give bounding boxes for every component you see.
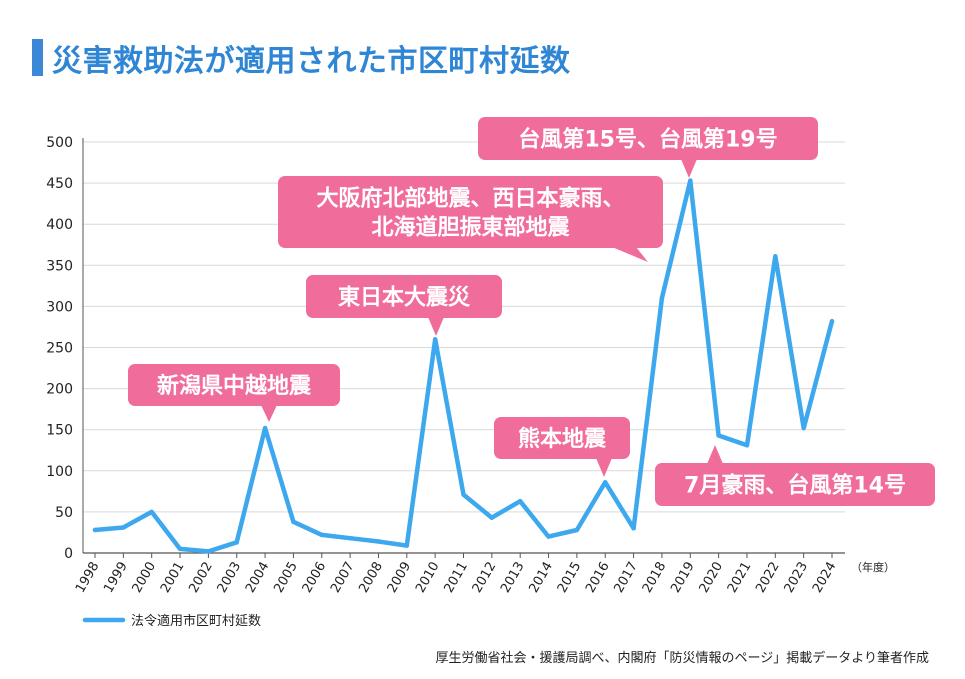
data-point — [461, 492, 466, 497]
x-tick-label: 2014 — [526, 560, 556, 596]
x-tick-label: 2006 — [300, 560, 330, 596]
callout-pointer — [428, 317, 444, 336]
y-tick-label: 250 — [46, 341, 73, 357]
callout-2016: 熊本地震 — [494, 417, 630, 477]
x-tick-label: 2004 — [243, 560, 273, 596]
callout-2018: 大阪府北部地震、西日本豪雨、北海道胆振東部地震 — [278, 176, 663, 262]
callout-text: 北海道胆振東部地震 — [371, 215, 570, 241]
source-note: 厚生労働省社会・援護局調べ、内閣府「防災情報のページ」掲載データより筆者作成 — [435, 651, 929, 666]
y-tick-label: 50 — [55, 505, 73, 521]
callout-box — [494, 417, 630, 459]
callout-text: 東日本大震災 — [338, 286, 471, 311]
data-point — [92, 527, 98, 533]
x-tick-label: 2021 — [725, 560, 755, 596]
data-point — [744, 443, 750, 448]
x-tick-label: 2008 — [356, 560, 386, 596]
callout-pointer — [681, 159, 697, 178]
callout-pointer — [707, 445, 723, 464]
data-point — [688, 178, 693, 183]
data-point — [121, 525, 126, 530]
x-tick-label: 2000 — [130, 560, 160, 596]
callout-2004: 新潟県中越地震 — [128, 364, 340, 422]
data-point — [206, 549, 211, 554]
y-tick-label: 400 — [46, 217, 73, 233]
data-point — [716, 433, 721, 438]
x-tick-label: 2011 — [441, 560, 471, 596]
data-point — [631, 526, 636, 531]
x-tick-label: 2022 — [753, 560, 783, 596]
x-axis-unit: （年度） — [851, 560, 895, 574]
x-tick-label: 2017 — [612, 560, 642, 596]
y-tick-label: 100 — [46, 464, 73, 480]
data-point — [546, 534, 551, 539]
y-tick-label: 350 — [46, 258, 73, 274]
x-tick-label: 2015 — [555, 560, 585, 596]
y-tick-label: 150 — [46, 423, 73, 439]
x-tick-label: 2012 — [470, 560, 500, 596]
data-point — [659, 295, 665, 301]
x-tick-label: 2019 — [668, 560, 698, 596]
data-point — [603, 480, 608, 485]
callout-box — [278, 176, 663, 248]
data-point — [432, 337, 438, 342]
data-point — [177, 546, 183, 552]
x-tick-label: 2020 — [697, 560, 727, 596]
callout-text: 大阪府北部地震、西日本豪雨、 — [316, 186, 624, 212]
data-point — [234, 540, 239, 545]
data-point — [829, 318, 835, 324]
legend-label: 法令適用市区町村延数 — [131, 613, 261, 629]
x-tick-label: 2016 — [583, 560, 613, 596]
x-tick-label: 2002 — [186, 560, 216, 596]
data-point — [489, 515, 495, 520]
data-point — [376, 539, 381, 544]
data-point — [149, 509, 154, 515]
callout-2010: 東日本大震災 — [306, 275, 502, 336]
y-tick-label: 0 — [64, 546, 73, 562]
callout-pointer — [612, 247, 648, 262]
data-point — [262, 425, 268, 431]
callout-box — [306, 275, 502, 318]
x-tick-label: 2001 — [158, 560, 188, 596]
data-point — [517, 499, 523, 504]
callout-pointer — [596, 458, 612, 477]
callout-text: 熊本地震 — [518, 426, 607, 452]
data-point — [574, 527, 580, 533]
x-tick-label: 2005 — [271, 560, 301, 596]
callout-2019: 台風第15号、台風第19号 — [478, 117, 818, 178]
data-point — [347, 536, 353, 541]
x-tick-label: 1998 — [73, 560, 103, 596]
x-tick-label: 2010 — [413, 560, 443, 596]
x-tick-label: 1999 — [101, 560, 131, 596]
callout-pointer — [261, 405, 277, 422]
data-point — [404, 543, 410, 548]
callout-box — [655, 463, 935, 506]
title-accent-bar — [32, 39, 43, 76]
callout-2020: 7月豪雨、台風第14号 — [655, 445, 935, 506]
x-tick-label: 2003 — [215, 560, 245, 596]
callout-text: 7月豪雨、台風第14号 — [684, 473, 906, 499]
y-tick-label: 200 — [46, 382, 73, 398]
y-tick-label: 300 — [46, 299, 73, 315]
x-tick-label: 2023 — [782, 560, 812, 596]
data-point — [291, 519, 296, 524]
x-tick-label: 2024 — [810, 560, 840, 596]
callout-text: 台風第15号、台風第19号 — [518, 127, 777, 153]
x-tick-label: 2018 — [640, 560, 670, 596]
chart-title: 災害救助法が適用された市区町村延数 — [52, 44, 571, 79]
data-point — [319, 532, 324, 538]
callout-box — [478, 117, 818, 160]
callout-box — [128, 364, 340, 406]
y-tick-label: 500 — [46, 135, 73, 151]
x-tick-label: 2007 — [328, 560, 358, 596]
data-point — [773, 254, 778, 259]
x-tick-label: 2009 — [385, 560, 415, 596]
y-tick-label: 450 — [46, 176, 73, 192]
x-tick-label: 2013 — [498, 560, 528, 596]
data-point — [801, 425, 806, 431]
callout-text: 新潟県中越地震 — [157, 373, 312, 399]
